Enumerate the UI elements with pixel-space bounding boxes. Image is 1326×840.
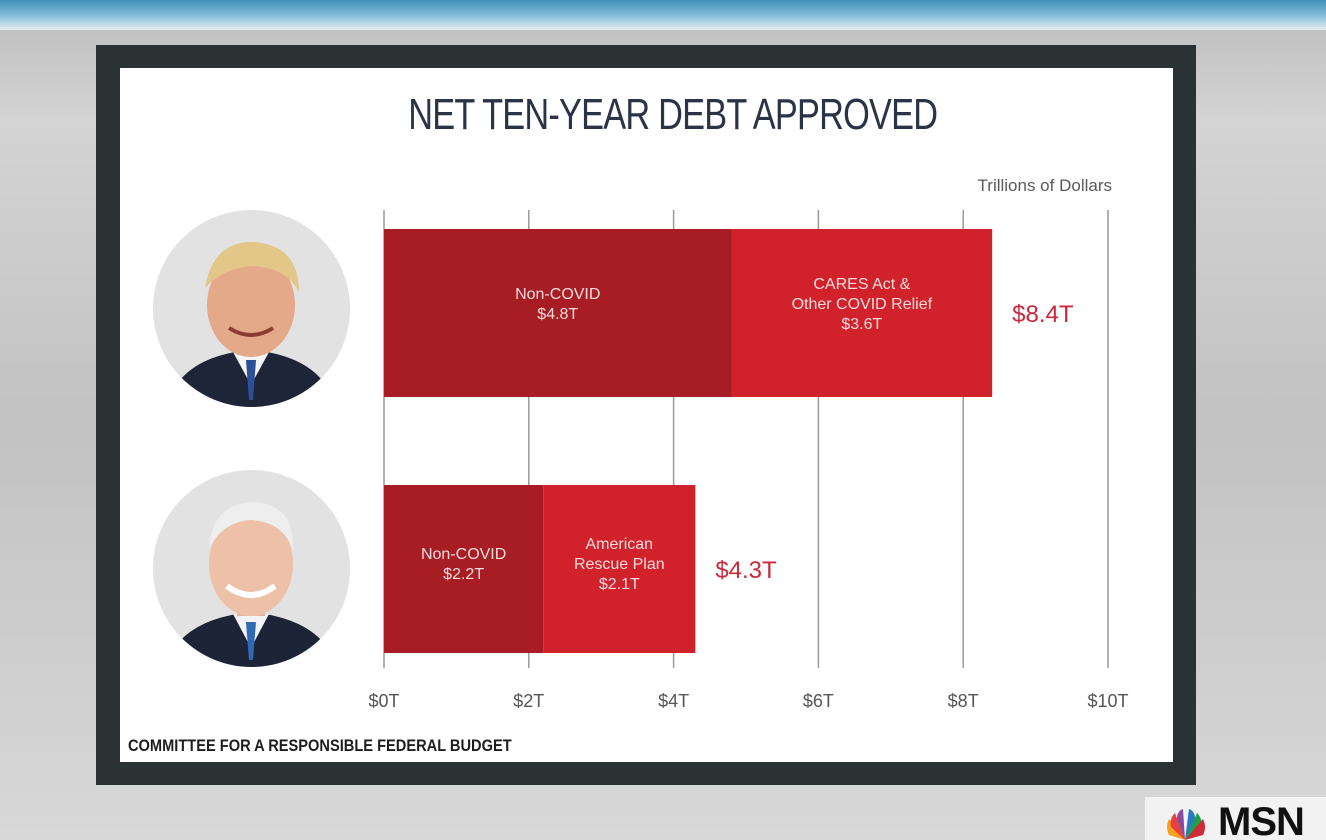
portrait-bottom — [153, 470, 350, 667]
bar-segment — [543, 485, 696, 653]
segment-label: $4.8T — [537, 306, 578, 323]
x-tick-label: $6T — [803, 691, 834, 711]
x-tick-label: $10T — [1087, 691, 1128, 711]
portrait-top — [153, 210, 350, 407]
person-portrait-icon — [173, 502, 329, 667]
chart-title: NET TEN-YEAR DEBT APPROVED — [408, 90, 938, 139]
segment-label: Non-COVID — [515, 286, 600, 303]
total-label: $8.4T — [1012, 301, 1074, 328]
segment-label: $3.6T — [841, 316, 882, 333]
unit-label: Trillions of Dollars — [977, 176, 1112, 195]
bar-segment — [384, 229, 732, 397]
segment-label: Other COVID Relief — [792, 296, 933, 313]
bar-segment — [731, 229, 993, 397]
x-tick-label: $0T — [368, 691, 399, 711]
segment-label: American — [586, 536, 654, 553]
segment-label: Non-COVID — [421, 546, 506, 563]
x-tick-label: $8T — [948, 691, 979, 711]
segment-label: CARES Act & — [813, 276, 910, 293]
x-tick-label: $4T — [658, 691, 689, 711]
x-tick-label: $2T — [513, 691, 544, 711]
segment-label: $2.2T — [443, 566, 484, 583]
total-label: $4.3T — [715, 557, 777, 584]
segment-label: $2.1T — [599, 576, 640, 593]
network-logo — [1145, 797, 1326, 840]
top-decorative-band — [0, 0, 1326, 30]
segment-label: Rescue Plan — [574, 556, 665, 573]
logo-text: MSN — [1218, 800, 1305, 840]
person-portrait-icon — [173, 241, 329, 407]
source-label: COMMITTEE FOR A RESPONSIBLE FEDERAL BUDG… — [128, 736, 512, 755]
peacock-icon — [1167, 809, 1205, 840]
bar-segment — [384, 485, 544, 653]
